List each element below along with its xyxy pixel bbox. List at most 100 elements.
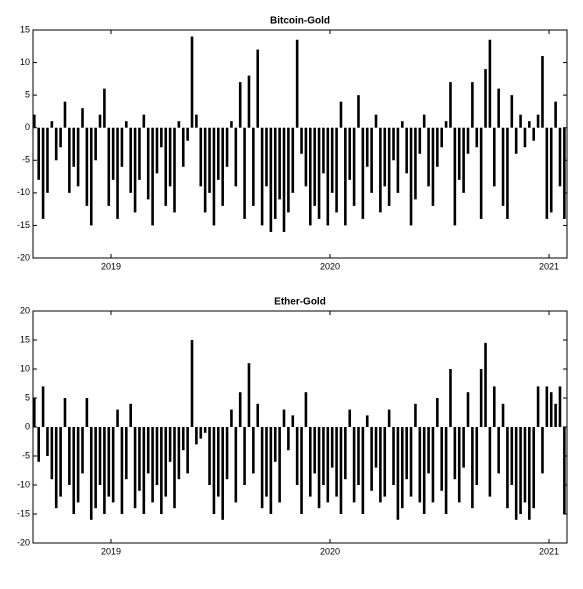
x-tick-label: 2019 (101, 261, 121, 271)
bar (217, 427, 220, 497)
bar (41, 127, 45, 219)
bar (431, 127, 435, 206)
bar (173, 427, 176, 509)
bar (186, 427, 189, 474)
bar (453, 127, 457, 226)
bar (111, 127, 115, 180)
bar (208, 127, 211, 193)
bar (138, 427, 141, 491)
bar (506, 427, 509, 509)
bar (160, 127, 163, 148)
bar (125, 427, 128, 480)
bar (230, 409, 233, 427)
bar (181, 427, 185, 451)
bar (308, 427, 312, 497)
bar (81, 427, 84, 474)
bar (295, 427, 299, 485)
bar (76, 427, 80, 503)
bar (519, 427, 522, 514)
bar (457, 127, 461, 180)
bar (107, 127, 111, 206)
bar (352, 427, 356, 503)
bar (125, 121, 128, 128)
bar (322, 127, 325, 174)
y-tick-label: 15 (20, 334, 30, 344)
bar (269, 427, 273, 514)
bar (238, 82, 242, 128)
bar (85, 398, 89, 427)
bar (221, 427, 224, 520)
bar (549, 392, 553, 427)
bar (514, 427, 518, 520)
bar (370, 427, 373, 491)
bar (155, 427, 159, 485)
bar (243, 427, 246, 485)
bar (431, 427, 435, 503)
bar (195, 427, 198, 445)
bar (146, 127, 150, 200)
bar (536, 114, 540, 128)
bar (326, 127, 330, 226)
bar (523, 427, 527, 503)
bar (335, 127, 338, 213)
bar (129, 127, 132, 193)
bar (116, 127, 119, 219)
bar (151, 427, 154, 503)
bar (72, 427, 76, 514)
bar (409, 127, 413, 226)
bar (186, 127, 189, 141)
bar (335, 427, 338, 497)
bar (181, 127, 185, 167)
bar (379, 427, 382, 503)
bar (379, 127, 382, 213)
bar (120, 427, 124, 514)
x-tick-label: 2021 (539, 546, 559, 556)
y-tick-label: -5 (22, 450, 30, 460)
bar (308, 127, 312, 226)
bar (449, 369, 452, 427)
bar (54, 127, 58, 161)
bar (492, 386, 496, 427)
bar (322, 427, 325, 485)
bar (203, 127, 207, 213)
bar (444, 427, 448, 514)
bar (164, 427, 168, 497)
bar (282, 409, 286, 427)
bar (475, 127, 479, 148)
bar (37, 427, 40, 462)
bar (492, 127, 496, 187)
bar (273, 127, 277, 219)
bar (528, 121, 531, 128)
bar (344, 427, 347, 480)
bar (273, 427, 277, 462)
bar (475, 427, 479, 485)
bar (348, 409, 352, 427)
bar (300, 427, 303, 514)
bar (558, 127, 562, 187)
bar (330, 427, 334, 468)
bar (278, 127, 281, 200)
bar (304, 392, 308, 427)
y-tick-label: -5 (22, 155, 30, 165)
bar (94, 127, 97, 161)
bar (453, 427, 457, 480)
bar (396, 127, 400, 193)
bar (444, 121, 448, 128)
bar (195, 114, 198, 128)
bar (151, 127, 154, 226)
y-tick-label: -15 (17, 508, 30, 518)
bar (387, 409, 391, 427)
y-tick-label: 10 (20, 363, 30, 373)
y-tick-label: 10 (20, 57, 30, 67)
bar (230, 121, 233, 128)
bar (212, 427, 216, 514)
x-tick-label: 2020 (320, 546, 340, 556)
bar (111, 427, 115, 503)
bar (116, 409, 119, 427)
y-tick-label: -20 (17, 537, 30, 547)
bar (76, 127, 80, 187)
bar (330, 127, 334, 193)
bar (541, 427, 544, 474)
y-tick-label: -10 (17, 187, 30, 197)
bar (352, 127, 356, 206)
